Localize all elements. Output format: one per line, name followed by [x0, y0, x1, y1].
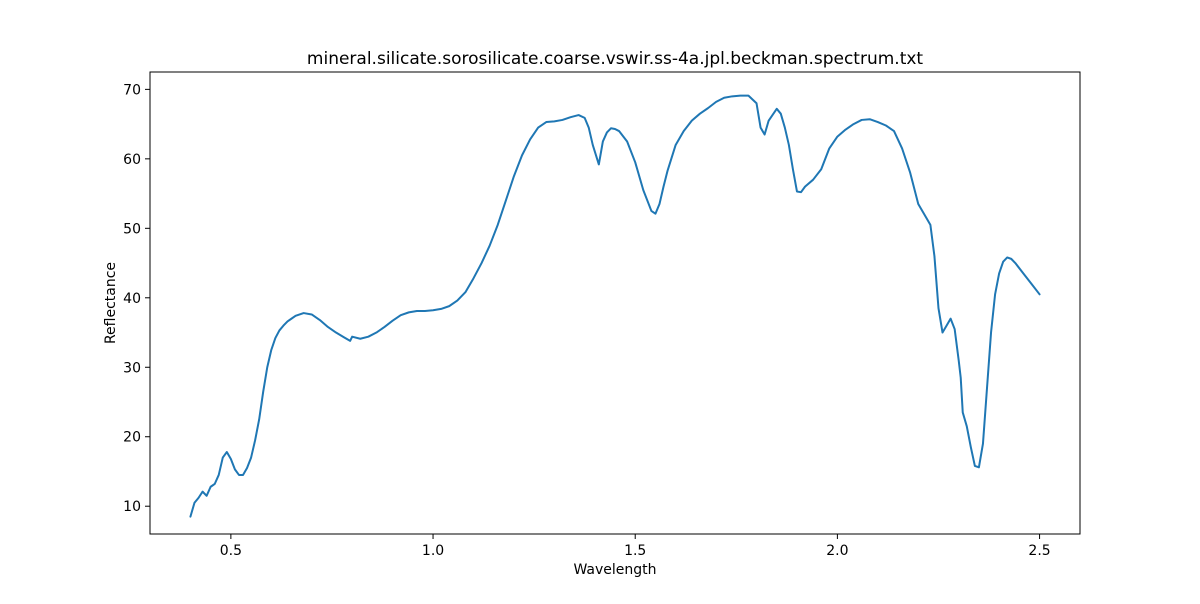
x-tick-label: 2.0: [826, 543, 848, 559]
plot-frame: [149, 71, 1081, 535]
x-tick-label: 2.5: [1028, 543, 1050, 559]
x-tick-label: 1.0: [422, 543, 444, 559]
y-axis-label: Reflectance: [103, 262, 119, 344]
y-tick-label: 30: [123, 360, 141, 376]
y-tick-label: 60: [123, 152, 141, 168]
y-tick-label: 40: [123, 291, 141, 307]
x-tick-label: 1.5: [624, 543, 646, 559]
y-tick-label: 70: [123, 82, 141, 98]
x-tick-label: 0.5: [220, 543, 242, 559]
y-tick-label: 10: [123, 499, 141, 515]
plot-background: [150, 72, 1080, 534]
chart-title: mineral.silicate.sorosilicate.coarse.vsw…: [307, 49, 924, 69]
x-axis-ticks: 0.5 1.0 1.5 2.0 2.5: [220, 534, 1051, 559]
series-line: [189, 94, 1041, 518]
y-axis-ticks: 10 20 30 40 50 60 70: [123, 82, 150, 515]
y-tick-label: 50: [123, 221, 141, 237]
x-axis-label: Wavelength: [573, 562, 656, 578]
y-tick-label: 20: [123, 430, 141, 446]
